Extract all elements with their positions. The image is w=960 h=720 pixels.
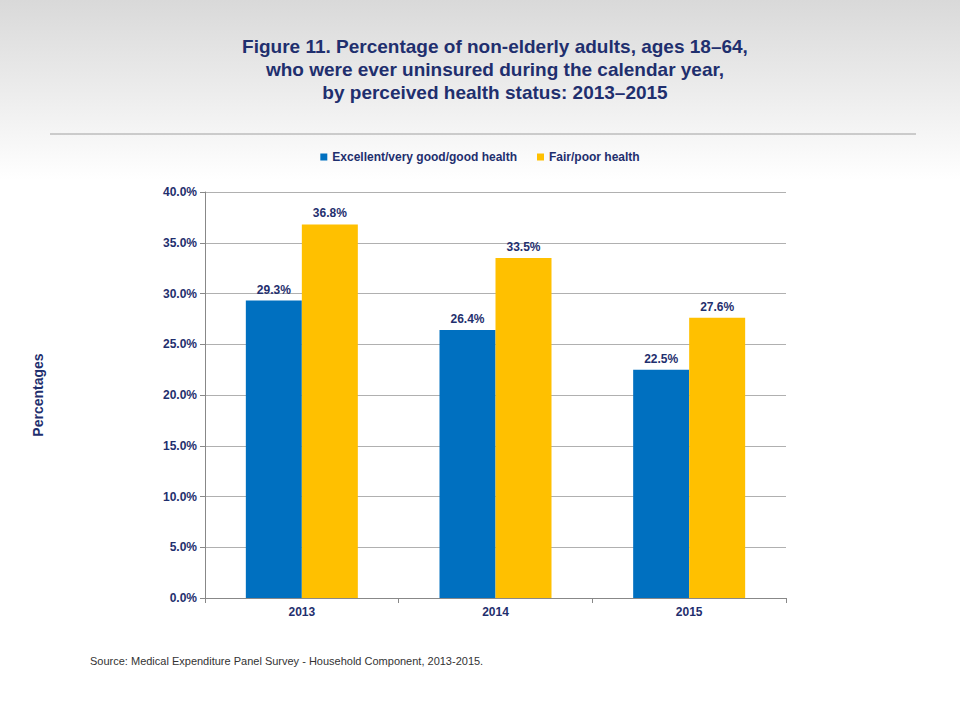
svg-text:Excellent/very good/good healt: Excellent/very good/good health bbox=[332, 150, 517, 164]
svg-text:10.0%: 10.0% bbox=[163, 490, 197, 504]
svg-text:27.6%: 27.6% bbox=[700, 300, 734, 314]
svg-text:2015: 2015 bbox=[676, 605, 703, 619]
svg-text:Figure 11. Percentage of non-e: Figure 11. Percentage of non-elderly adu… bbox=[242, 36, 748, 57]
svg-text:5.0%: 5.0% bbox=[170, 540, 198, 554]
svg-text:who were ever uninsured during: who were ever uninsured during the calen… bbox=[265, 59, 724, 80]
svg-text:40.0%: 40.0% bbox=[163, 185, 197, 199]
svg-text:25.0%: 25.0% bbox=[163, 337, 197, 351]
svg-text:22.5%: 22.5% bbox=[644, 352, 678, 366]
svg-text:0.0%: 0.0% bbox=[170, 591, 198, 605]
svg-text:35.0%: 35.0% bbox=[163, 236, 197, 250]
svg-text:33.5%: 33.5% bbox=[506, 240, 540, 254]
svg-text:30.0%: 30.0% bbox=[163, 287, 197, 301]
svg-text:26.4%: 26.4% bbox=[450, 312, 484, 326]
svg-text:29.3%: 29.3% bbox=[257, 283, 291, 297]
svg-text:Fair/poor health: Fair/poor health bbox=[549, 150, 640, 164]
svg-text:Source: Medical Expenditure Pa: Source: Medical Expenditure Panel Survey… bbox=[90, 655, 483, 667]
svg-text:by perceived health status: 20: by perceived health status: 2013–2015 bbox=[322, 82, 668, 103]
svg-text:20.0%: 20.0% bbox=[163, 388, 197, 402]
svg-text:Percentages: Percentages bbox=[30, 353, 46, 436]
svg-text:2014: 2014 bbox=[482, 605, 509, 619]
svg-text:15.0%: 15.0% bbox=[163, 439, 197, 453]
svg-text:2013: 2013 bbox=[288, 605, 315, 619]
svg-text:36.8%: 36.8% bbox=[313, 206, 347, 220]
